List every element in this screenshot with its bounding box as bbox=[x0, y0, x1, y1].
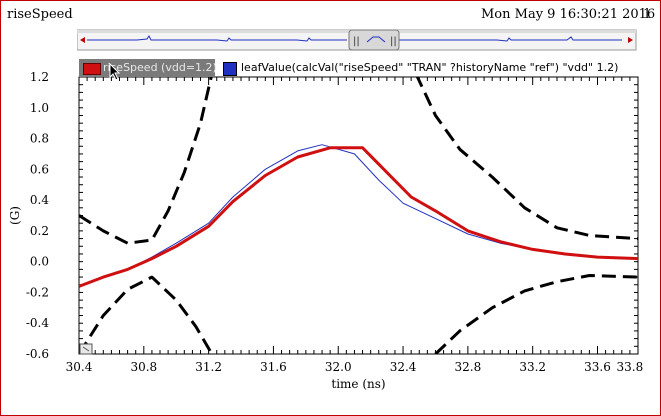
y-tick-label: -0.4 bbox=[26, 316, 50, 330]
y-tick-label: -0.6 bbox=[26, 347, 49, 361]
svg-text:||: || bbox=[390, 36, 397, 47]
y-tick-label: 0.4 bbox=[30, 193, 49, 207]
x-tick-label: 33.2 bbox=[519, 360, 546, 374]
scroll-thumb[interactable]: || || bbox=[348, 29, 400, 51]
zoom-box-icon-glyph bbox=[82, 346, 90, 352]
x-tick-label: 30.4 bbox=[66, 360, 93, 374]
window-title: riseSpeed bbox=[7, 7, 73, 22]
x-tick-label: 33.6 bbox=[584, 360, 611, 374]
scroll-right-arrow-icon bbox=[628, 37, 633, 43]
page-number: 1 bbox=[643, 7, 652, 22]
legend-label: leafValue(calcVal("riseSpeed" "TRAN" ?hi… bbox=[241, 61, 619, 74]
legend-label: riseSpeed (vdd=1.2) bbox=[103, 61, 217, 74]
x-tick-label: 30.8 bbox=[130, 360, 157, 374]
legend-item-leafvalue[interactable]: leafValue(calcVal("riseSpeed" "TRAN" ?hi… bbox=[221, 59, 641, 77]
x-tick-label: 32.0 bbox=[325, 360, 352, 374]
legend-swatch-blue bbox=[223, 62, 237, 76]
x-tick-label: 31.2 bbox=[195, 360, 222, 374]
legend-item-risespeed[interactable]: riseSpeed (vdd=1.2) bbox=[79, 59, 217, 77]
y-tick-label: 0.6 bbox=[30, 162, 49, 176]
plot-area-border bbox=[78, 76, 639, 355]
y-tick-label: 1.2 bbox=[30, 70, 49, 84]
svg-text:||: || bbox=[353, 36, 360, 47]
y-axis-label: (G) bbox=[8, 206, 22, 225]
y-tick-label: 1.0 bbox=[30, 101, 49, 115]
series-line-risespeed bbox=[79, 146, 638, 288]
y-tick-label: 0.2 bbox=[30, 224, 49, 238]
scroll-left-arrow-icon bbox=[80, 37, 85, 43]
mouse-pointer-icon bbox=[109, 63, 121, 81]
x-axis-label: time (ns) bbox=[331, 377, 385, 391]
y-tick-label: -0.2 bbox=[26, 285, 49, 299]
limit-dashed-line bbox=[79, 77, 213, 245]
x-tick-label: 32.8 bbox=[455, 360, 482, 374]
limit-dashed-line bbox=[79, 275, 214, 354]
y-tick-label: 0.0 bbox=[30, 255, 49, 269]
series-line-reference bbox=[79, 144, 638, 287]
timestamp: Mon May 9 16:30:21 2016 bbox=[481, 7, 656, 22]
x-tick-label: 32.4 bbox=[390, 360, 417, 374]
overview-scrollbar[interactable]: || || bbox=[77, 29, 637, 51]
x-tick-label: 33.8 bbox=[617, 360, 644, 374]
limit-dashed-line bbox=[434, 274, 638, 354]
x-tick-label: 31.6 bbox=[260, 360, 287, 374]
legend-swatch-red bbox=[83, 63, 101, 75]
y-tick-label: 0.8 bbox=[30, 132, 49, 146]
limit-dashed-line bbox=[415, 77, 638, 241]
overview-waveform bbox=[87, 35, 622, 42]
